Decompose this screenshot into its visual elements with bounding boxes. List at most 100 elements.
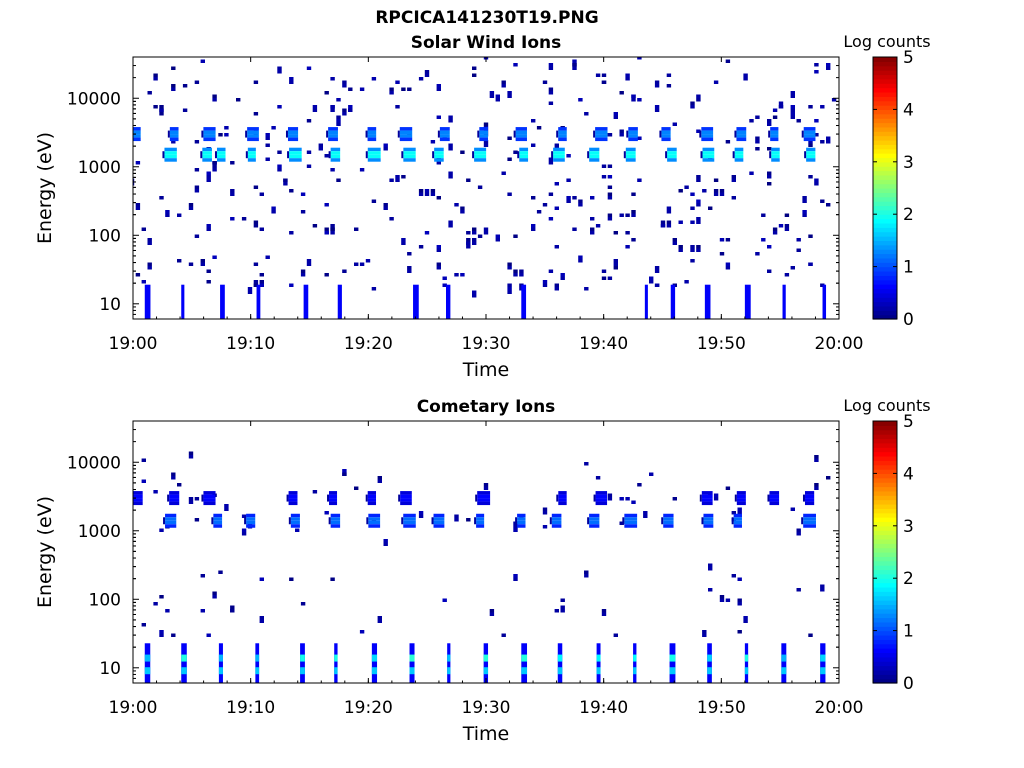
heatmap-cell: [790, 507, 795, 511]
heatmap-cell: [536, 126, 542, 130]
colorbar-tick-label: 2: [903, 569, 914, 589]
heatmap-cell: [578, 199, 583, 203]
heatmap-cell: [200, 59, 205, 63]
colorbar-segment: [873, 665, 897, 671]
heatmap-cell: [803, 513, 816, 518]
heatmap-cell: [501, 80, 506, 84]
colorbar-segment: [873, 183, 897, 189]
heatmap-cell: [548, 161, 554, 165]
heatmap-cell: [479, 127, 488, 131]
colorbar-segment: [873, 270, 897, 276]
heatmap-cell: [589, 151, 600, 155]
heatmap-cell: [324, 231, 329, 235]
heatmap-cell: [289, 77, 294, 81]
heatmap-cell: [448, 115, 453, 119]
heatmap-cell: [330, 154, 341, 159]
heatmap-cell: [806, 147, 816, 152]
heatmap-cell: [181, 667, 187, 675]
heatmap-cell: [265, 255, 270, 259]
heatmap-cell: [725, 598, 731, 602]
heatmap-cell: [589, 524, 600, 528]
heatmap-cell: [212, 161, 217, 165]
heatmap-cell: [424, 231, 430, 235]
heatmap-cell: [288, 517, 291, 525]
heatmap-cell: [306, 66, 312, 70]
heatmap-cell: [701, 130, 714, 135]
heatmap-cell: [483, 227, 489, 231]
heatmap-cell: [483, 143, 489, 147]
heatmap-cell: [153, 77, 158, 81]
heatmap-cell: [164, 154, 177, 159]
colorbar-segment: [873, 161, 897, 167]
heatmap-cell: [474, 154, 487, 159]
heatmap-cell: [479, 134, 488, 138]
y-tick-label: 1000: [78, 158, 121, 178]
heatmap-cell: [796, 248, 801, 252]
heatmap-cell: [625, 213, 630, 217]
heatmap-cell: [737, 630, 742, 634]
heatmap-cell: [290, 520, 300, 525]
heatmap-cell: [551, 520, 562, 525]
heatmap-cell: [820, 105, 825, 109]
heatmap-cell: [348, 108, 353, 112]
heatmap-cell: [507, 136, 512, 140]
heatmap-cell: [517, 151, 520, 159]
heatmap-cell: [177, 259, 182, 263]
heatmap-cell: [259, 619, 264, 623]
heatmap-cell: [596, 643, 601, 683]
colorbar-segment: [873, 460, 897, 466]
heatmap-cell: [769, 501, 780, 506]
heatmap-cell: [171, 84, 176, 88]
heatmap-cell: [578, 259, 583, 263]
heatmap-cell: [702, 158, 715, 162]
heatmap-cell: [719, 192, 725, 196]
heatmap-cell: [259, 192, 264, 196]
heatmap-cell: [169, 134, 179, 138]
heatmap-cell: [367, 137, 377, 142]
heatmap-cell: [769, 491, 780, 495]
heatmap-cell: [607, 133, 613, 137]
heatmap-cell: [713, 493, 719, 497]
heatmap-cell: [328, 127, 338, 131]
heatmap-cell: [141, 623, 146, 627]
heatmap-cell: [241, 532, 247, 536]
heatmap-cell: [553, 154, 565, 159]
heatmap-cell: [660, 224, 666, 228]
heatmap-cell: [708, 206, 713, 210]
colorbar-segment: [873, 543, 897, 549]
heatmap-cell: [769, 494, 780, 499]
heatmap-cell: [407, 87, 412, 91]
heatmap-cell: [713, 80, 719, 84]
heatmap-cell: [513, 234, 518, 238]
y-tick-label: 10: [99, 659, 121, 679]
heatmap-cell: [690, 101, 695, 105]
heatmap-cell: [515, 130, 527, 135]
heatmap-cell: [289, 151, 302, 155]
heatmap-cell: [436, 245, 441, 249]
heatmap-cell: [330, 513, 341, 518]
heatmap-cell: [661, 137, 671, 142]
heatmap-cell: [130, 131, 132, 138]
heatmap-cell: [619, 213, 624, 217]
heatmap-cell: [628, 127, 638, 131]
heatmap-cell: [300, 667, 305, 675]
colorbar-tick-label: 0: [903, 674, 914, 694]
heatmap-cell: [619, 129, 624, 133]
heatmap-cell: [826, 63, 831, 67]
heatmap-cell: [401, 241, 406, 245]
heatmap-cell: [326, 130, 329, 138]
heatmap-cell: [784, 227, 790, 231]
heatmap-cell: [625, 158, 636, 162]
heatmap-cell: [702, 154, 715, 159]
heatmap-cell: [734, 154, 744, 159]
heatmap-cell: [169, 501, 180, 506]
x-tick-label: 19:20: [344, 698, 393, 718]
heatmap-cell: [324, 154, 329, 158]
heatmap-cell: [507, 157, 512, 161]
heatmap-cell: [531, 196, 536, 200]
heatmap-cell: [672, 497, 677, 501]
heatmap-cell: [203, 494, 216, 499]
heatmap-cell: [515, 127, 527, 131]
heatmap-cell: [701, 134, 714, 138]
heatmap-cell: [702, 151, 715, 155]
